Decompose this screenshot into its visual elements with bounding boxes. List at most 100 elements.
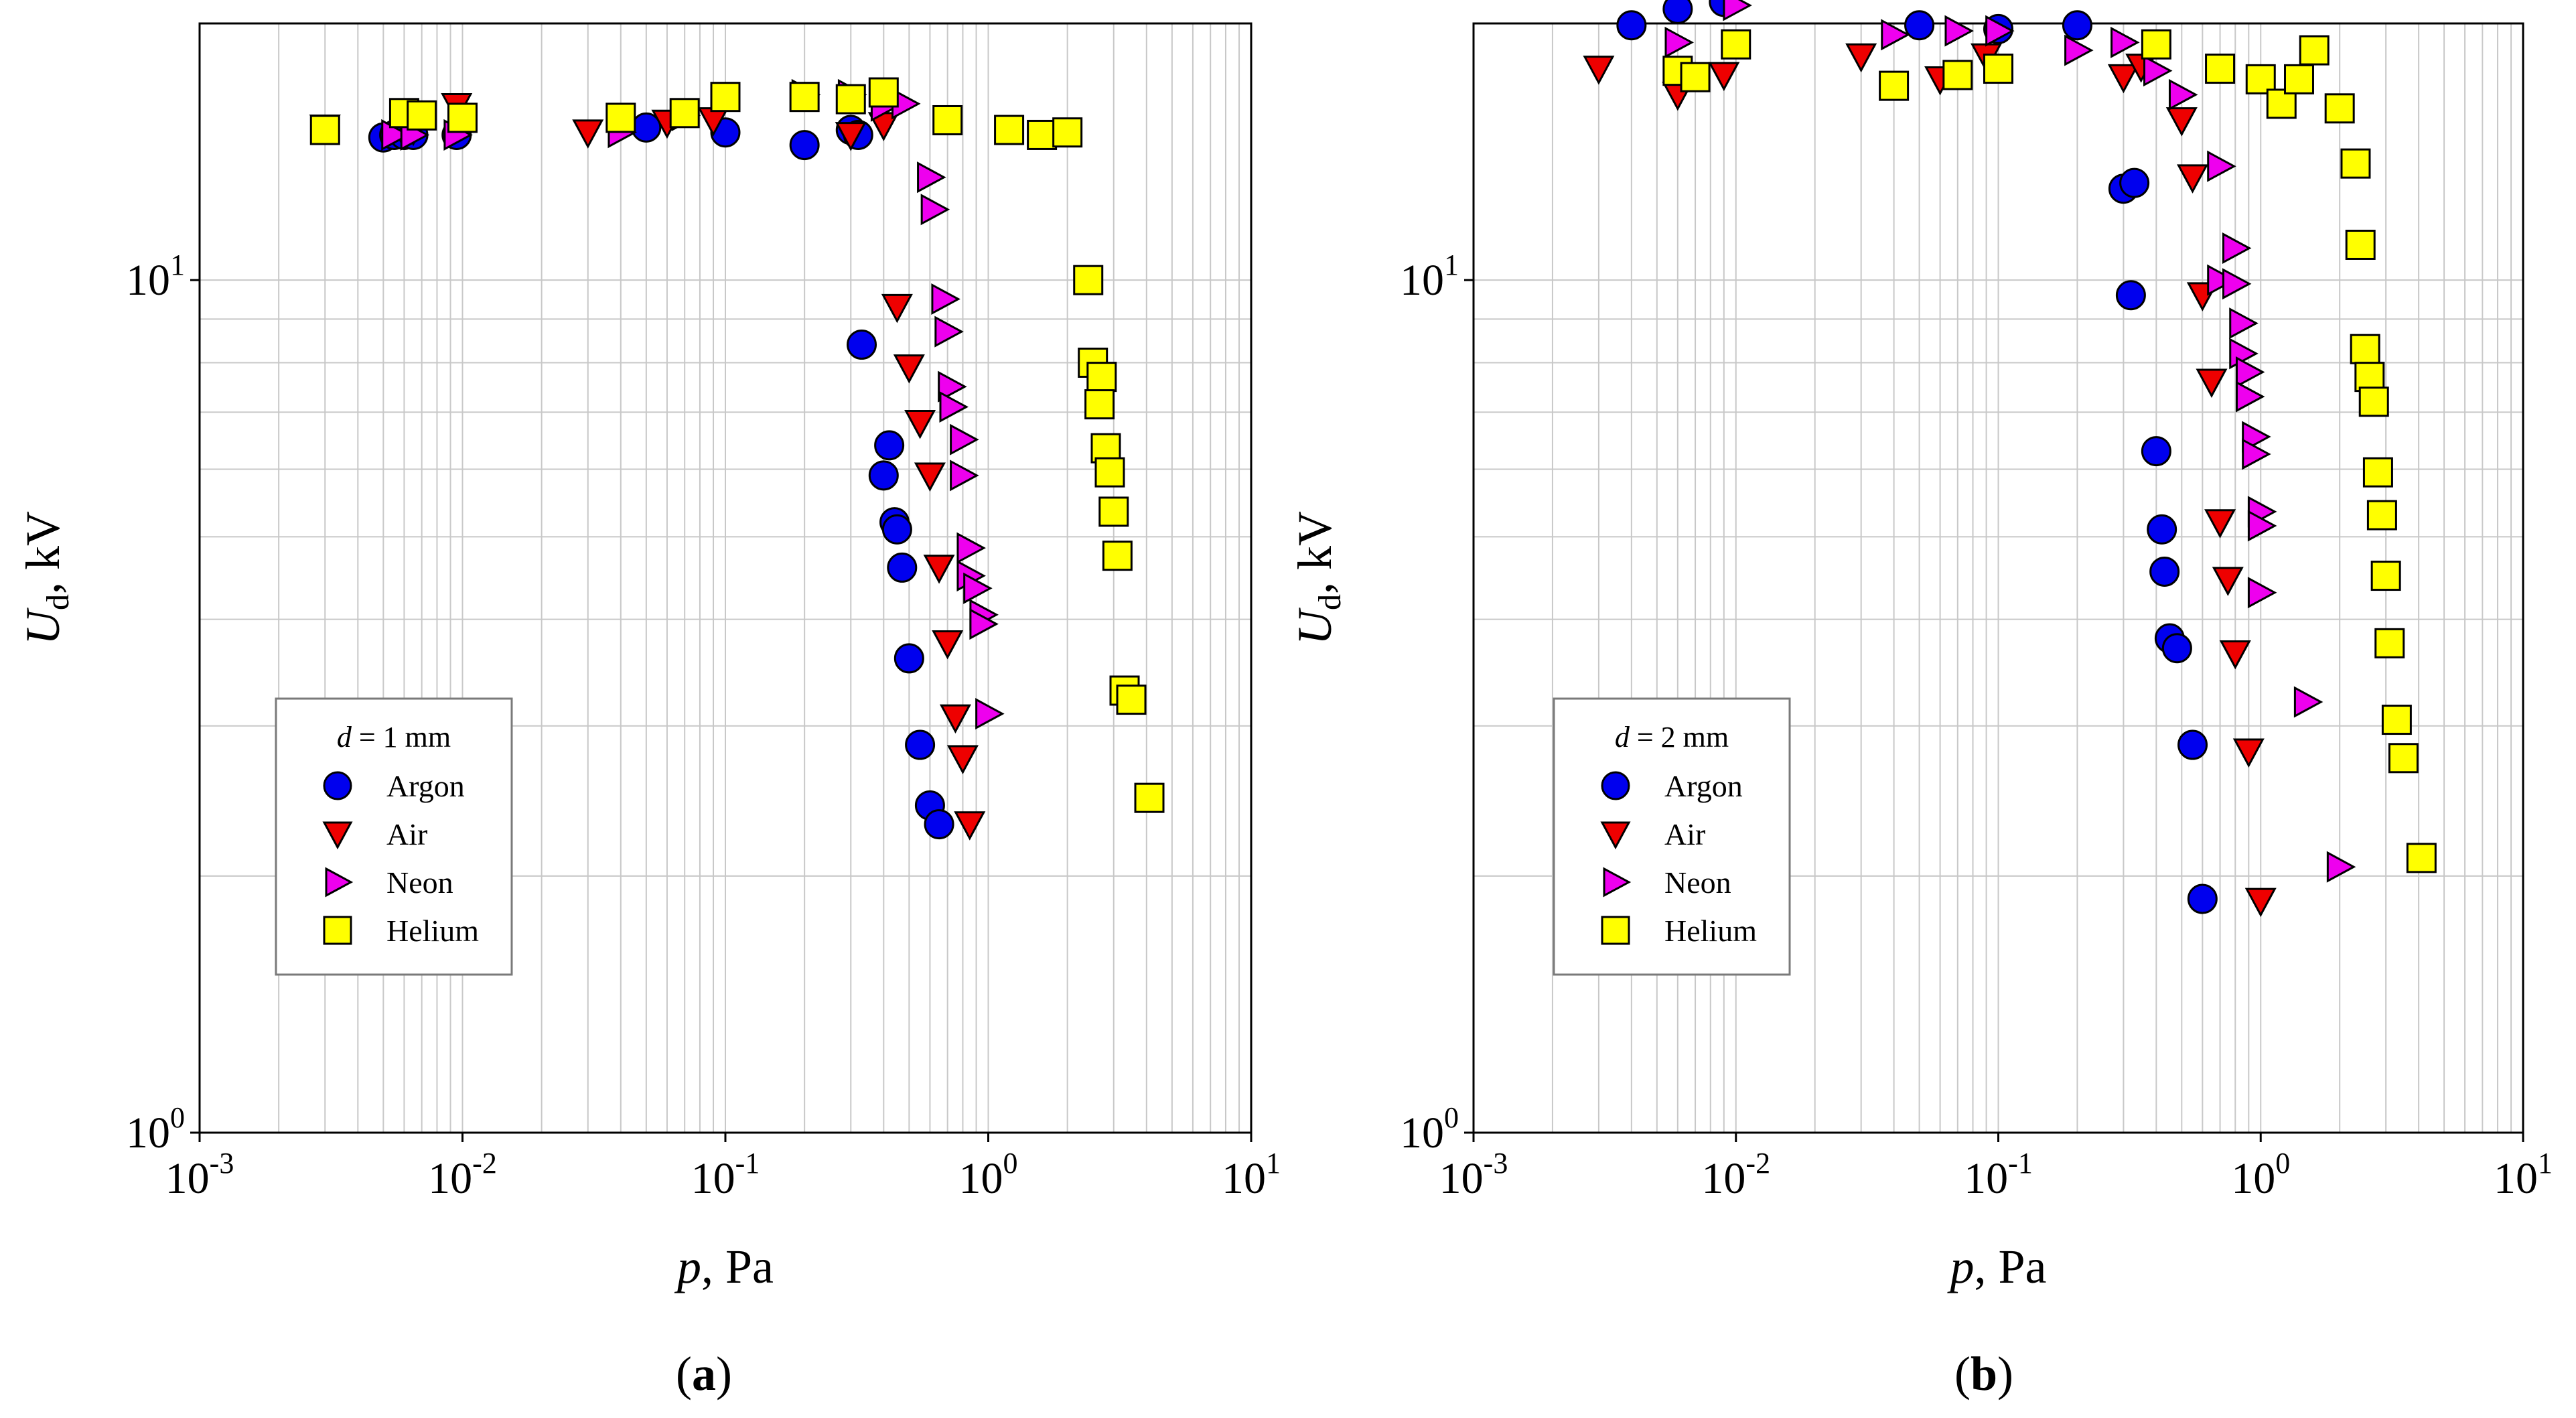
x-axis-var-b: p — [1947, 1240, 1975, 1293]
data-point-argon — [881, 514, 912, 545]
data-point-helium — [1052, 117, 1083, 148]
data-point-neon — [2168, 78, 2198, 111]
data-point-argon — [2187, 883, 2218, 914]
data-point-neon — [2235, 356, 2265, 388]
data-point-neon — [1881, 19, 1910, 51]
x-axis-var-a: p — [674, 1240, 701, 1293]
legend-label-helium: Helium — [386, 914, 479, 948]
y-axis-sub-a: d — [40, 594, 76, 610]
data-point-argon — [847, 330, 877, 360]
x-axis-unit-a: , Pa — [701, 1240, 774, 1293]
data-point-neon — [1944, 15, 1974, 47]
data-point-air — [923, 555, 955, 584]
data-point-neon — [2207, 150, 2236, 182]
data-point-helium — [2370, 561, 2401, 591]
legend-box-b — [1553, 697, 1791, 976]
legend-label-neon: Neon — [1664, 865, 1731, 900]
data-point-neon — [950, 423, 979, 455]
data-point-argon — [2177, 729, 2208, 760]
data-point-helium — [2388, 743, 2419, 774]
data-point-helium — [1134, 782, 1165, 813]
data-point-neon — [2222, 268, 2252, 300]
data-point-helium — [1983, 54, 2013, 84]
legend-marker-air — [322, 821, 353, 850]
caption-b: (b) — [1954, 1347, 2013, 1401]
x-tick-label: 10-1 — [1964, 1147, 2033, 1203]
data-point-helium — [1094, 457, 1125, 488]
series-air-a — [309, 93, 986, 841]
legend-label-helium: Helium — [1664, 914, 1757, 948]
x-tick-label: 10-2 — [428, 1147, 497, 1203]
legend-title-rest-b: = 2 mm — [1630, 721, 1729, 754]
legend-item-argon: Argon — [1601, 769, 1743, 803]
data-points-a — [309, 77, 1165, 841]
data-point-air — [954, 811, 986, 841]
data-point-helium — [1073, 265, 1104, 295]
legend-marker-helium — [1601, 916, 1630, 945]
data-point-neon — [939, 391, 969, 423]
data-point-helium — [605, 102, 636, 133]
legend-marker-argon — [323, 771, 352, 800]
data-point-neon — [920, 194, 950, 226]
data-point-neon — [2207, 264, 2236, 296]
data-point-air — [2196, 368, 2228, 399]
y-axis-sub-b: d — [1312, 594, 1348, 610]
data-point-air — [2204, 509, 2236, 539]
x-tick-label: 10-3 — [1439, 1147, 1508, 1203]
x-tick-label: 10-1 — [691, 1147, 760, 1203]
data-point-helium — [835, 84, 866, 115]
legend-label-argon: Argon — [386, 769, 465, 803]
data-point-argon — [2115, 280, 2146, 311]
data-point-neon — [917, 161, 946, 194]
data-point-air — [946, 745, 979, 774]
legend-marker-helium — [323, 916, 352, 945]
axis-ticks-b: 10-3 10-2 10-1 100 101 100 101 — [1400, 249, 2553, 1203]
data-point-argon — [789, 130, 820, 161]
data-point-helium — [2381, 705, 2412, 735]
data-point-helium — [2299, 35, 2330, 66]
legend-item-neon: Neon — [325, 865, 453, 900]
data-point-neon — [2222, 232, 2252, 265]
legend-a: d = 1 mm Argon Air Neon Helium — [275, 697, 513, 976]
legend-marker-neon — [1603, 867, 1632, 898]
legend-items-b: Argon Air Neon Helium — [1600, 769, 1757, 948]
caption-letter-b: b — [1971, 1347, 1997, 1401]
data-point-air — [2212, 567, 2244, 596]
series-helium-a — [309, 77, 1165, 813]
y-tick-label: 100 — [1400, 1101, 1459, 1157]
data-point-helium — [669, 98, 700, 129]
data-point-helium — [789, 82, 820, 113]
data-point-helium — [2362, 457, 2393, 488]
legend-item-argon: Argon — [323, 769, 465, 803]
y-tick-label: 101 — [126, 249, 185, 305]
y-axis-unit-a: , kV — [16, 511, 70, 594]
data-point-neon — [2293, 686, 2323, 718]
data-point-argon — [887, 552, 918, 583]
data-point-air — [881, 293, 913, 324]
x-tick-label: 10-2 — [1701, 1147, 1770, 1203]
legend-item-helium: Helium — [1601, 914, 1757, 948]
data-point-helium — [2354, 362, 2385, 393]
series-neon-b — [1664, 0, 2356, 883]
data-point-helium — [2340, 148, 2371, 179]
data-point-neon — [969, 608, 999, 640]
data-point-air — [1845, 43, 1877, 73]
data-point-helium — [2350, 334, 2380, 364]
legend-marker-neon — [325, 867, 354, 898]
data-point-helium — [2245, 64, 2276, 94]
x-axis-unit-b: , Pa — [1975, 1240, 2047, 1293]
data-point-helium — [868, 77, 899, 108]
series-helium-b — [1662, 29, 2437, 873]
data-point-argon — [874, 430, 905, 461]
y-axis-unit-b: , kV — [1288, 511, 1342, 594]
x-axis-label-a: p, Pa — [674, 1240, 774, 1293]
data-point-helium — [447, 102, 478, 133]
data-point-air — [835, 122, 867, 151]
data-point-air — [914, 462, 946, 492]
data-point-helium — [407, 100, 437, 131]
data-point-helium — [2283, 64, 2314, 94]
data-point-air — [2219, 640, 2251, 670]
data-point-air — [2165, 107, 2198, 137]
axis-ticks-a: 10-3 10-2 10-1 100 101 100 101 — [126, 249, 1281, 1203]
data-point-argon — [1904, 10, 1935, 41]
